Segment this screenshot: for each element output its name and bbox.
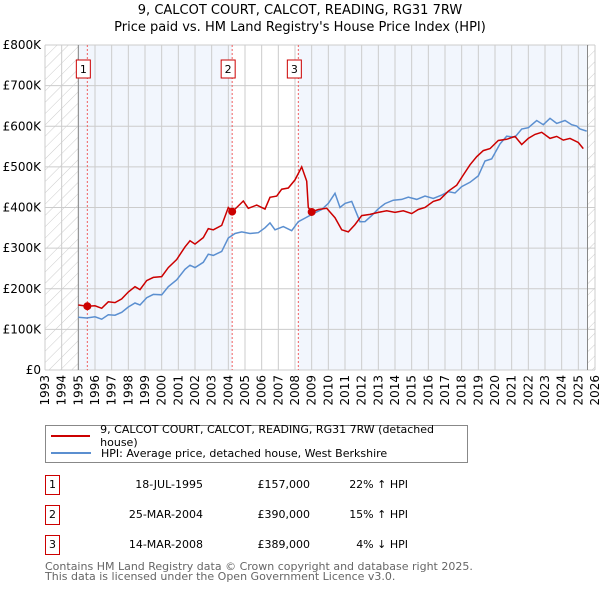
x-tick-label: 2009 (305, 375, 319, 406)
sale-number: 1 (45, 475, 60, 495)
x-tick-label: 2015 (405, 375, 419, 406)
x-tick-label: 2026 (588, 375, 600, 406)
x-tick-label: 1997 (105, 375, 119, 406)
x-tick-label: 2000 (155, 375, 169, 406)
x-tick-label: 1999 (138, 375, 152, 406)
x-tick-label: 1993 (38, 375, 52, 406)
y-tick-label: £0 (26, 363, 41, 377)
x-tick-label: 2003 (205, 375, 219, 406)
hpi-line (78, 117, 587, 321)
sale-marker-label: 1 (80, 63, 87, 76)
y-tick-label: £400K (3, 201, 43, 215)
sale-marker-box (220, 59, 236, 79)
sale-price: £157,000 (257, 478, 311, 491)
x-tick-label: 2006 (255, 375, 269, 406)
x-tick-label: 2007 (271, 375, 285, 406)
sale-point (228, 207, 237, 216)
x-tick-label: 2025 (571, 375, 585, 406)
x-tick-label: 2013 (371, 375, 385, 406)
sale-point (307, 207, 316, 216)
x-tick-label: 2010 (321, 375, 335, 406)
legend-swatch-red (51, 435, 91, 437)
x-tick-label: 1998 (121, 375, 135, 406)
sale-hpi: 4% ↓ HPI (356, 538, 408, 551)
x-tick-label: 2021 (505, 375, 519, 406)
chart-title: 9, CALCOT COURT, CALCOT, READING, RG31 7… (137, 3, 463, 18)
x-tick-label: 2019 (471, 375, 485, 406)
sale-date: 18-JUL-1995 (135, 478, 203, 491)
x-tick-label: 2001 (171, 375, 185, 406)
y-tick-label: £300K (3, 241, 43, 255)
sale-marker-box (75, 59, 91, 79)
sale-marker-label: 2 (225, 63, 232, 76)
y-tick-label: £500K (3, 160, 43, 174)
legend-item-property: 9, CALCOT COURT, CALCOT, READING, RG31 7… (46, 423, 467, 449)
x-tick-label: 2018 (455, 375, 469, 406)
sale-hpi: 15% ↑ HPI (349, 508, 408, 521)
x-tick-label: 2014 (388, 375, 402, 406)
sale-price: £389,000 (257, 538, 311, 551)
legend-label: HPI: Average price, detached house, West… (101, 446, 388, 460)
x-tick-label: 1995 (71, 375, 85, 406)
footer-licence: This data is licensed under the Open Gov… (45, 570, 396, 583)
x-tick-label: 2024 (555, 375, 569, 406)
sale-number: 3 (45, 535, 60, 555)
sale-date: 25-MAR-2004 (128, 508, 203, 521)
y-tick-label: £100K (3, 322, 43, 336)
chart-subtitle: Price paid vs. HM Land Registry's House … (114, 20, 486, 35)
x-tick-label: 2004 (221, 375, 235, 406)
y-tick-label: £700K (3, 79, 43, 93)
x-tick-label: 2017 (438, 375, 452, 406)
sale-row: 2 25-MAR-2004 £390,000 15% ↑ HPI (45, 505, 465, 525)
sale-marker-label: 3 (291, 63, 298, 76)
x-tick-label: 1996 (88, 375, 102, 406)
y-tick-label: £200K (3, 282, 43, 296)
legend: 9, CALCOT COURT, CALCOT, READING, RG31 7… (45, 423, 468, 463)
sale-row: 1 18-JUL-1995 £157,000 22% ↑ HPI (45, 475, 465, 495)
footer-attribution: Contains HM Land Registry data © Crown c… (45, 560, 473, 573)
x-tick-label: 2005 (238, 375, 252, 406)
sale-hpi: 22% ↑ HPI (349, 478, 408, 491)
x-tick-label: 1994 (55, 375, 69, 406)
x-tick-label: 2008 (288, 375, 302, 406)
x-tick-label: 2016 (421, 375, 435, 406)
legend-swatch-blue (51, 452, 91, 454)
x-tick-label: 2002 (188, 375, 202, 406)
x-tick-label: 2022 (521, 375, 535, 406)
legend-item-hpi: HPI: Average price, detached house, West… (46, 445, 387, 461)
sale-row: 3 14-MAR-2008 £389,000 4% ↓ HPI (45, 535, 465, 555)
sale-marker-box (286, 59, 302, 79)
x-tick-label: 2023 (538, 375, 552, 406)
x-tick-label: 2012 (355, 375, 369, 406)
y-tick-label: £600K (3, 119, 43, 133)
property-line-pre (78, 165, 313, 310)
sale-number: 2 (45, 505, 60, 525)
property-line-post (311, 131, 584, 233)
plot-area: 1993 1994 1995 1996 1997 1998 1999 2000 2001 2002… (3, 38, 600, 406)
legend-label: 9, CALCOT COURT, CALCOT, READING, RG31 7… (100, 423, 435, 449)
sale-date: 14-MAR-2008 (128, 538, 203, 551)
sale-price: £390,000 (257, 508, 311, 521)
x-tick-label: 2020 (488, 375, 502, 406)
x-tick-label: 2011 (338, 375, 352, 406)
y-tick-label: £800K (3, 38, 43, 52)
sale-point (83, 302, 92, 311)
